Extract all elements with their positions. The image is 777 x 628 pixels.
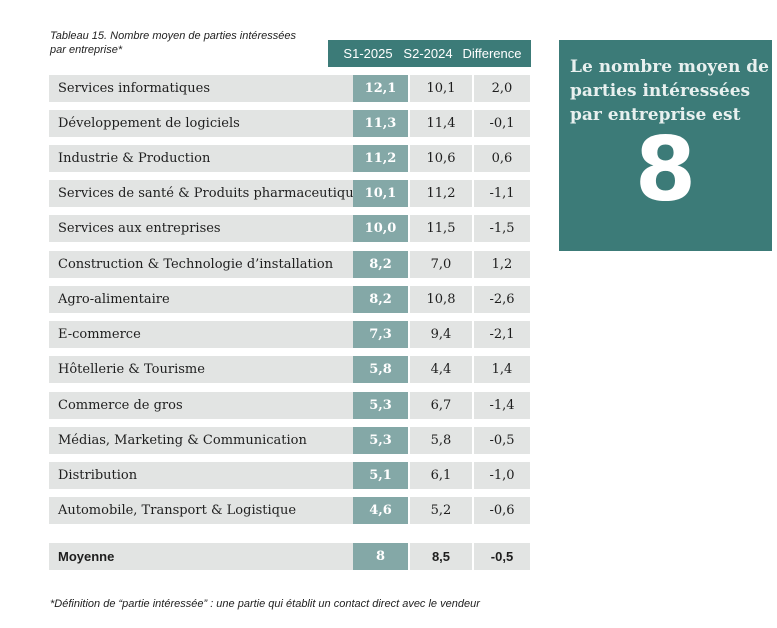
table-row: Commerce de gros 5,3 6,7 -1,4 bbox=[49, 392, 530, 419]
average-row: Moyenne 8 8,5 -0,5 bbox=[49, 543, 530, 570]
cell-s2-2024: 5,2 bbox=[410, 497, 472, 524]
cell-difference: -0,5 bbox=[474, 427, 530, 454]
cell-s1-2025: 11,3 bbox=[353, 110, 408, 137]
cell-s1-2025: 7,3 bbox=[353, 321, 408, 348]
header-difference: Difference bbox=[462, 46, 522, 61]
average-difference: -0,5 bbox=[474, 543, 530, 570]
cell-s2-2024: 6,7 bbox=[410, 392, 472, 419]
table-row: Distribution 5,1 6,1 -1,0 bbox=[49, 462, 530, 489]
row-label: Hôtellerie & Tourisme bbox=[49, 356, 353, 383]
row-label: E-commerce bbox=[49, 321, 353, 348]
row-label: Commerce de gros bbox=[49, 392, 353, 419]
cell-difference: -1,0 bbox=[474, 462, 530, 489]
cell-difference: -0,6 bbox=[474, 497, 530, 524]
average-s1-2025: 8 bbox=[353, 543, 408, 570]
row-label: Services informatiques bbox=[49, 75, 353, 102]
cell-s2-2024: 10,6 bbox=[410, 145, 472, 172]
average-label: Moyenne bbox=[49, 543, 353, 570]
cell-s2-2024: 4,4 bbox=[410, 356, 472, 383]
cell-s1-2025: 8,2 bbox=[353, 251, 408, 278]
cell-s1-2025: 5,3 bbox=[353, 427, 408, 454]
row-label: Services aux entreprises bbox=[49, 215, 353, 242]
footnote: *Définition de “partie intéressée” : une… bbox=[50, 598, 480, 610]
callout-text: Le nombre moyen de parties intéressées p… bbox=[570, 57, 769, 125]
cell-difference: 1,4 bbox=[474, 356, 530, 383]
row-label: Industrie & Production bbox=[49, 145, 353, 172]
row-label: Construction & Technologie d’installatio… bbox=[49, 251, 353, 278]
row-label: Développement de logiciels bbox=[49, 110, 353, 137]
cell-difference: -2,1 bbox=[474, 321, 530, 348]
cell-s2-2024: 6,1 bbox=[410, 462, 472, 489]
cell-s2-2024: 11,4 bbox=[410, 110, 472, 137]
table-row: Services informatiques 12,1 10,1 2,0 bbox=[49, 75, 530, 102]
cell-difference: -1,1 bbox=[474, 180, 530, 207]
table-caption: Tableau 15. Nombre moyen de parties inté… bbox=[50, 30, 297, 56]
cell-s1-2025: 12,1 bbox=[353, 75, 408, 102]
row-label: Distribution bbox=[49, 462, 353, 489]
row-label: Automobile, Transport & Logistique bbox=[49, 497, 353, 524]
table-row: Industrie & Production 11,2 10,6 0,6 bbox=[49, 145, 530, 172]
table-row: Agro-alimentaire 8,2 10,8 -2,6 bbox=[49, 286, 530, 313]
cell-s2-2024: 11,2 bbox=[410, 180, 472, 207]
table-row: Hôtellerie & Tourisme 5,8 4,4 1,4 bbox=[49, 356, 530, 383]
row-label: Agro-alimentaire bbox=[49, 286, 353, 313]
table-row: E-commerce 7,3 9,4 -2,1 bbox=[49, 321, 530, 348]
cell-s1-2025: 5,1 bbox=[353, 462, 408, 489]
header-s2-2024: S2-2024 bbox=[403, 46, 453, 61]
cell-s2-2024: 10,8 bbox=[410, 286, 472, 313]
table-row: Services aux entreprises 10,0 11,5 -1,5 bbox=[49, 215, 530, 242]
table-row: Développement de logiciels 11,3 11,4 -0,… bbox=[49, 110, 530, 137]
cell-difference: 2,0 bbox=[474, 75, 530, 102]
row-label: Médias, Marketing & Communication bbox=[49, 427, 353, 454]
cell-s1-2025: 5,8 bbox=[353, 356, 408, 383]
row-label: Services de santé & Produits pharmaceuti… bbox=[49, 180, 368, 207]
cell-s1-2025: 10,0 bbox=[353, 215, 408, 242]
cell-s2-2024: 7,0 bbox=[410, 251, 472, 278]
cell-s1-2025: 10,1 bbox=[353, 180, 408, 207]
cell-s1-2025: 11,2 bbox=[353, 145, 408, 172]
cell-difference: -1,4 bbox=[474, 392, 530, 419]
cell-s1-2025: 4,6 bbox=[353, 497, 408, 524]
average-s2-2024: 8,5 bbox=[410, 543, 472, 570]
header-s1-2025: S1-2025 bbox=[343, 46, 393, 61]
table-row: Services de santé & Produits pharmaceuti… bbox=[49, 180, 530, 207]
cell-s2-2024: 10,1 bbox=[410, 75, 472, 102]
cell-difference: -0,1 bbox=[474, 110, 530, 137]
table-row: Médias, Marketing & Communication 5,3 5,… bbox=[49, 427, 530, 454]
cell-s2-2024: 11,5 bbox=[410, 215, 472, 242]
table-header: S1-2025 S2-2024 Difference bbox=[328, 40, 531, 67]
callout-box: Le nombre moyen de parties intéressées p… bbox=[559, 40, 772, 251]
cell-difference: 1,2 bbox=[474, 251, 530, 278]
cell-s1-2025: 8,2 bbox=[353, 286, 408, 313]
cell-s2-2024: 9,4 bbox=[410, 321, 472, 348]
table-row: Automobile, Transport & Logistique 4,6 5… bbox=[49, 497, 530, 524]
cell-difference: -2,6 bbox=[474, 286, 530, 313]
cell-s2-2024: 5,8 bbox=[410, 427, 472, 454]
table-row: Construction & Technologie d’installatio… bbox=[49, 251, 530, 278]
cell-difference: 0,6 bbox=[474, 145, 530, 172]
cell-difference: -1,5 bbox=[474, 215, 530, 242]
cell-s1-2025: 5,3 bbox=[353, 392, 408, 419]
callout-value: 8 bbox=[634, 118, 697, 221]
